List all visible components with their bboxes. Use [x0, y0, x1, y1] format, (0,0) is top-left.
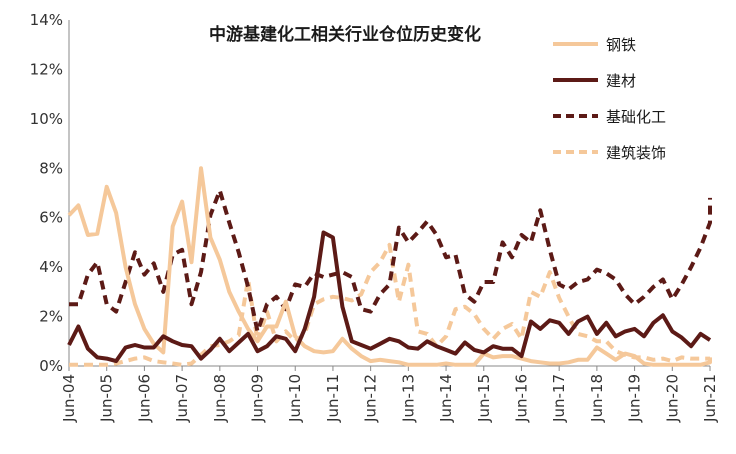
y-tick-label: 2% — [39, 308, 63, 326]
x-tick-label: Jun-11 — [324, 374, 342, 423]
y-tick-label: 10% — [30, 110, 63, 128]
x-tick-label: Jun-08 — [211, 374, 229, 423]
x-tick-label: Jun-13 — [399, 374, 417, 423]
x-tick-label: Jun-04 — [60, 374, 78, 423]
chart-title: 中游基建化工相关行业仓位历史变化 — [209, 24, 481, 45]
y-tick-label: 6% — [39, 209, 63, 227]
x-tick-label: Jun-12 — [362, 374, 380, 423]
series-line-3 — [69, 242, 710, 367]
x-tick-label: Jun-20 — [663, 374, 681, 423]
y-tick-label: 12% — [30, 60, 63, 78]
y-tick-label: 0% — [39, 357, 63, 375]
legend-label-3: 建筑装饰 — [606, 144, 666, 162]
x-tick-label: Jun-10 — [286, 374, 304, 423]
y-tick-label: 14% — [30, 11, 63, 29]
x-tick-label: Jun-21 — [701, 374, 719, 423]
y-tick-label: 4% — [39, 258, 63, 276]
x-tick-label: Jun-18 — [588, 374, 606, 423]
legend-label-0: 钢铁 — [606, 36, 636, 54]
y-tick-label: 8% — [39, 159, 63, 177]
legend-label-2: 基础化工 — [606, 108, 666, 126]
x-tick-label: Jun-14 — [437, 374, 455, 423]
x-tick-label: Jun-19 — [626, 374, 644, 423]
series-line-0 — [67, 166, 712, 367]
legend-label-1: 建材 — [606, 72, 636, 90]
x-tick-label: Jun-06 — [135, 374, 153, 423]
axes: 0% 2% 4% 6% 8% 10% 12% 14% Jun-04 Jun-05 Jun-06 Jun… — [30, 11, 719, 423]
series-line-2 — [69, 188, 712, 334]
x-tick-label: Jun-09 — [249, 374, 267, 423]
series-layer — [67, 166, 712, 367]
x-tick-label: Jun-05 — [98, 374, 116, 423]
series-line-1 — [67, 230, 712, 364]
x-tick-label: Jun-07 — [173, 374, 191, 423]
x-tick-label: Jun-15 — [475, 374, 493, 423]
x-tick-label: Jun-17 — [550, 374, 568, 423]
x-tick-label: Jun-16 — [512, 374, 530, 423]
